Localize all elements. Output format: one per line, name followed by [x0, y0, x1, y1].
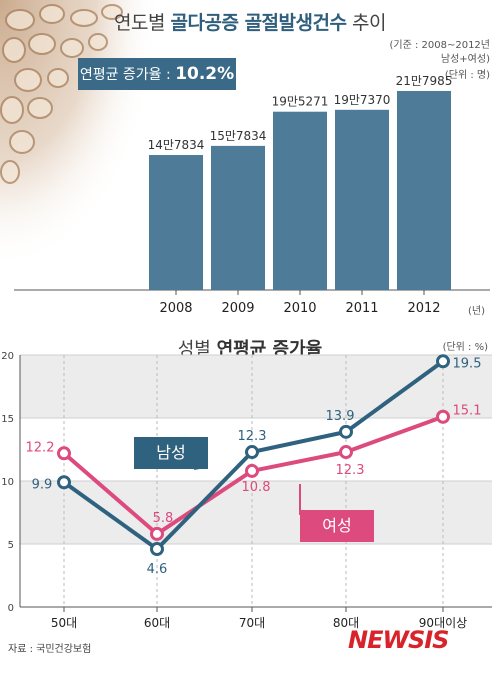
data-point — [339, 424, 353, 439]
x-tick-label: 90대이상 — [419, 616, 467, 630]
data-value-label: 10.8 — [242, 480, 271, 495]
data-value-label: 12.2 — [26, 440, 55, 455]
year-tick-label: 2010 — [283, 301, 316, 316]
avg-growth-box: 연평균 증가율 : 10.2% — [78, 58, 236, 90]
year-tick-label: 2008 — [159, 301, 192, 316]
grid-band — [20, 355, 492, 418]
x-tick-label: 50대 — [51, 616, 77, 630]
year-tick-label: 2009 — [221, 301, 254, 316]
data-point — [339, 445, 353, 460]
note-gender: 남성+여성) — [440, 54, 490, 65]
note-basis: (기준 : 2008~2012년 — [389, 40, 490, 51]
year-tick-label: 2012 — [407, 301, 440, 316]
data-value-label: 4.6 — [147, 562, 168, 577]
avg-growth-label: 연평균 증가율 : — [79, 67, 171, 83]
note-unit: (단위 : 명) — [444, 70, 490, 81]
top-title-plain: 연도별 — [114, 12, 165, 34]
data-point — [245, 463, 259, 478]
bar-value-label: 19만7370 — [334, 93, 391, 107]
data-point — [245, 445, 259, 460]
bottom-unit: (단위 : %) — [442, 342, 488, 353]
bar-value-label: 19만5271 — [272, 95, 329, 109]
data-point — [57, 446, 71, 461]
y-tick-label: 15 — [1, 414, 14, 425]
bone-texture-image — [0, 0, 160, 270]
y-tick-label: 0 — [8, 603, 14, 614]
y-tick-label: 10 — [1, 477, 14, 488]
data-value-label: 12.3 — [336, 463, 365, 478]
bar-value-label: 21만7985 — [396, 74, 453, 88]
source-note: 자료 : 국민건강보험 — [8, 644, 92, 655]
top-chart-title: 연도별 골다공증 골절발생건수 추이 — [0, 8, 500, 35]
x-tick-label: 80대 — [333, 616, 359, 630]
bar-value-label: 14만7834 — [148, 138, 205, 152]
data-point — [57, 475, 71, 490]
bar-chart: 14만7834 2008 15만7834 2009 19만5271 2010 19만7370… — [14, 74, 490, 316]
bar-value-label: 15만7834 — [210, 129, 267, 143]
bar — [397, 90, 451, 290]
data-value-label: 9.9 — [32, 477, 53, 492]
data-point — [150, 526, 164, 541]
avg-growth-value: 10.2% — [175, 64, 235, 84]
year-tick-label: 2011 — [345, 301, 378, 316]
x-tick-label: 60대 — [144, 616, 170, 630]
y-tick-label: 5 — [8, 540, 14, 551]
year-unit: (년) — [468, 306, 486, 317]
data-value-label: 15.1 — [453, 404, 482, 419]
bar — [335, 109, 389, 291]
bar — [273, 111, 327, 291]
male-legend-box: 남성 — [134, 437, 208, 469]
data-value-label: 19.5 — [453, 356, 482, 371]
grid-band — [20, 481, 492, 544]
data-point — [436, 354, 450, 369]
data-point — [436, 409, 450, 424]
data-value-label: 12.3 — [238, 429, 267, 444]
bar — [149, 155, 203, 290]
y-tick-label: 20 — [1, 351, 14, 362]
data-value-label: 13.9 — [326, 409, 355, 424]
female-legend-box: 여성 — [300, 510, 374, 542]
bar — [211, 145, 265, 290]
newsis-logo: NEWSIS — [348, 626, 449, 654]
x-tick-label: 70대 — [239, 616, 265, 630]
top-title-suffix: 추이 — [352, 12, 386, 34]
data-point — [150, 542, 164, 557]
top-title-bold: 골다공증 골절발생건수 — [170, 12, 347, 34]
data-value-label: 5.8 — [153, 511, 174, 526]
